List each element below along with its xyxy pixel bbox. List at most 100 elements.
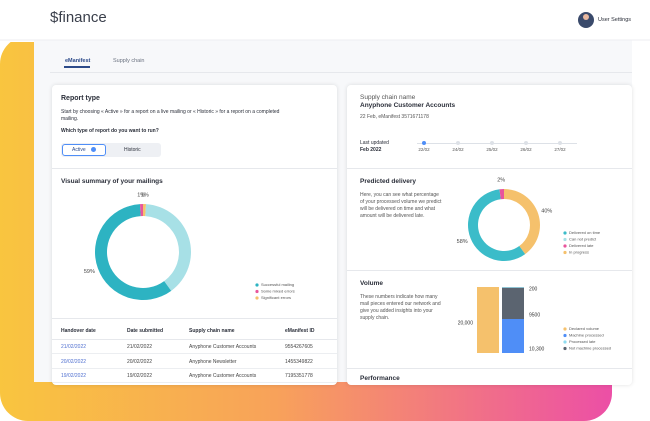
cell: 7195351778 bbox=[285, 373, 313, 379]
logo: $finance bbox=[50, 9, 107, 26]
legend-label: In progress bbox=[569, 250, 589, 255]
bar-segment bbox=[477, 287, 499, 353]
divider bbox=[52, 168, 337, 169]
bar-label: 9500 bbox=[529, 312, 540, 318]
section-title: Predicted delivery bbox=[360, 178, 416, 185]
donut-segment bbox=[95, 204, 172, 300]
cell: 19/02/2022 bbox=[127, 373, 153, 379]
cell[interactable]: 19/02/2022 bbox=[61, 373, 87, 379]
donut-segment bbox=[499, 189, 504, 200]
tab-underline bbox=[64, 66, 90, 68]
timeline-label: 26/02 bbox=[520, 147, 532, 152]
legend-label: Can not predict bbox=[569, 237, 597, 242]
legend-dot bbox=[255, 296, 259, 300]
row-rule bbox=[52, 367, 337, 368]
label: Supply chain name bbox=[360, 94, 416, 101]
percent-label: 2% bbox=[497, 178, 505, 184]
divider bbox=[52, 318, 337, 319]
supply-name: Anyphone Customer Accounts bbox=[360, 102, 456, 109]
timeline: 22/02 24/02 25/02 26/02 27/02 bbox=[347, 135, 632, 155]
bar-label: 200 bbox=[529, 286, 538, 292]
tab[interactable]: eManifest bbox=[65, 58, 91, 64]
legend-dot bbox=[563, 231, 567, 235]
legend-dot bbox=[563, 340, 567, 344]
divider bbox=[347, 168, 632, 169]
option: Active bbox=[72, 146, 86, 153]
legend-label: Successful mailing bbox=[261, 282, 294, 287]
section-title: Performance bbox=[360, 375, 400, 382]
cell: 1455349822 bbox=[285, 358, 313, 365]
legend-label: Machine processed bbox=[569, 333, 604, 338]
legend-label: Significant errors bbox=[261, 295, 291, 300]
cell: Anyphone Customer Accounts bbox=[189, 373, 257, 379]
divider bbox=[347, 368, 632, 369]
percent-label: 1% bbox=[137, 192, 145, 198]
percent-label: 40% bbox=[541, 209, 552, 215]
tab-divider bbox=[50, 72, 632, 73]
bar-segment bbox=[502, 319, 524, 353]
check-icon bbox=[91, 147, 96, 152]
avatar-face bbox=[583, 14, 589, 20]
timeline-dot bbox=[558, 141, 562, 145]
section-title: Volume bbox=[360, 280, 383, 287]
bar-label: 10,300 bbox=[529, 346, 545, 352]
column-header: eManifest ID bbox=[285, 328, 315, 334]
section-title: Report type bbox=[61, 95, 100, 102]
column-header: Handover date bbox=[61, 328, 96, 334]
row-rule bbox=[52, 353, 337, 354]
donut-segment bbox=[143, 204, 147, 217]
donut-segment bbox=[139, 204, 143, 217]
tab[interactable]: Supply chain bbox=[113, 58, 145, 64]
bar-segment bbox=[502, 287, 524, 288]
predicted-donut: 40% 58% 2% Delivered on time Can not predict… bbox=[457, 178, 601, 261]
cell: 21/02/2022 bbox=[127, 344, 153, 350]
cell: Anyphone Customer Accounts bbox=[189, 344, 257, 350]
supply-card: Supply chain name Anyphone Customer Acco… bbox=[347, 85, 632, 385]
timeline-label: 24/02 bbox=[452, 147, 464, 152]
report-card: Report type Start by choosing « Active »… bbox=[52, 85, 337, 385]
volume-bars: 20,000 10,300 9500 200 Declared volume Machin… bbox=[458, 286, 611, 353]
divider bbox=[347, 270, 632, 271]
legend-dot bbox=[255, 283, 259, 287]
legend-dot bbox=[563, 346, 567, 351]
donut-segment bbox=[468, 189, 526, 261]
cell: 9554267605 bbox=[285, 344, 313, 350]
percent-label: 59% bbox=[84, 269, 95, 275]
section-title: Visual summary of your mailings bbox=[61, 178, 163, 185]
legend-dot bbox=[563, 244, 567, 248]
legend-dot bbox=[563, 327, 567, 331]
column-header: Supply chain name bbox=[189, 328, 235, 334]
timeline-label: 22/02 bbox=[418, 147, 430, 152]
cell: Anyphone Newsletter bbox=[189, 358, 237, 365]
header-rule bbox=[52, 339, 337, 340]
user-settings[interactable]: User Settings bbox=[598, 17, 632, 23]
legend-label: Processed late bbox=[569, 339, 596, 344]
percent-label: 58% bbox=[457, 239, 468, 245]
timeline-dot bbox=[422, 141, 426, 145]
percent-label: 1% bbox=[141, 192, 149, 198]
cell[interactable]: 20/02/2022 bbox=[61, 358, 87, 365]
meta: 22 Feb, eManifest 3571671178 bbox=[360, 114, 429, 120]
timeline-dot bbox=[490, 141, 494, 145]
legend-label: Declared volume bbox=[569, 326, 600, 331]
legend-dot bbox=[563, 250, 567, 255]
timeline-label: 27/02 bbox=[554, 147, 566, 152]
legend-label: Some mixed errors bbox=[261, 289, 295, 294]
cell[interactable]: 21/02/2022 bbox=[61, 344, 87, 350]
row-rule bbox=[52, 382, 337, 383]
timeline-line bbox=[417, 143, 577, 144]
description: Start by choosing « Active » for a repor… bbox=[61, 109, 280, 122]
bar-segment bbox=[502, 287, 524, 320]
mailing-donut: 1% 59% 1% Successful mailing Some mixed erro… bbox=[84, 192, 295, 300]
cell: 20/02/2022 bbox=[127, 358, 153, 365]
legend-label: Not machine processed bbox=[569, 346, 611, 351]
legend-label: Delivered late bbox=[569, 243, 594, 248]
option[interactable]: Historic bbox=[124, 146, 141, 153]
legend-label: Delivered on time bbox=[569, 230, 601, 235]
timeline-dot bbox=[456, 141, 460, 145]
description: These numbers indicate how many mail pie… bbox=[360, 294, 441, 321]
donut-segment bbox=[145, 204, 192, 291]
bar-label: 20,000 bbox=[458, 320, 474, 326]
timeline-label: 25/02 bbox=[486, 147, 498, 152]
